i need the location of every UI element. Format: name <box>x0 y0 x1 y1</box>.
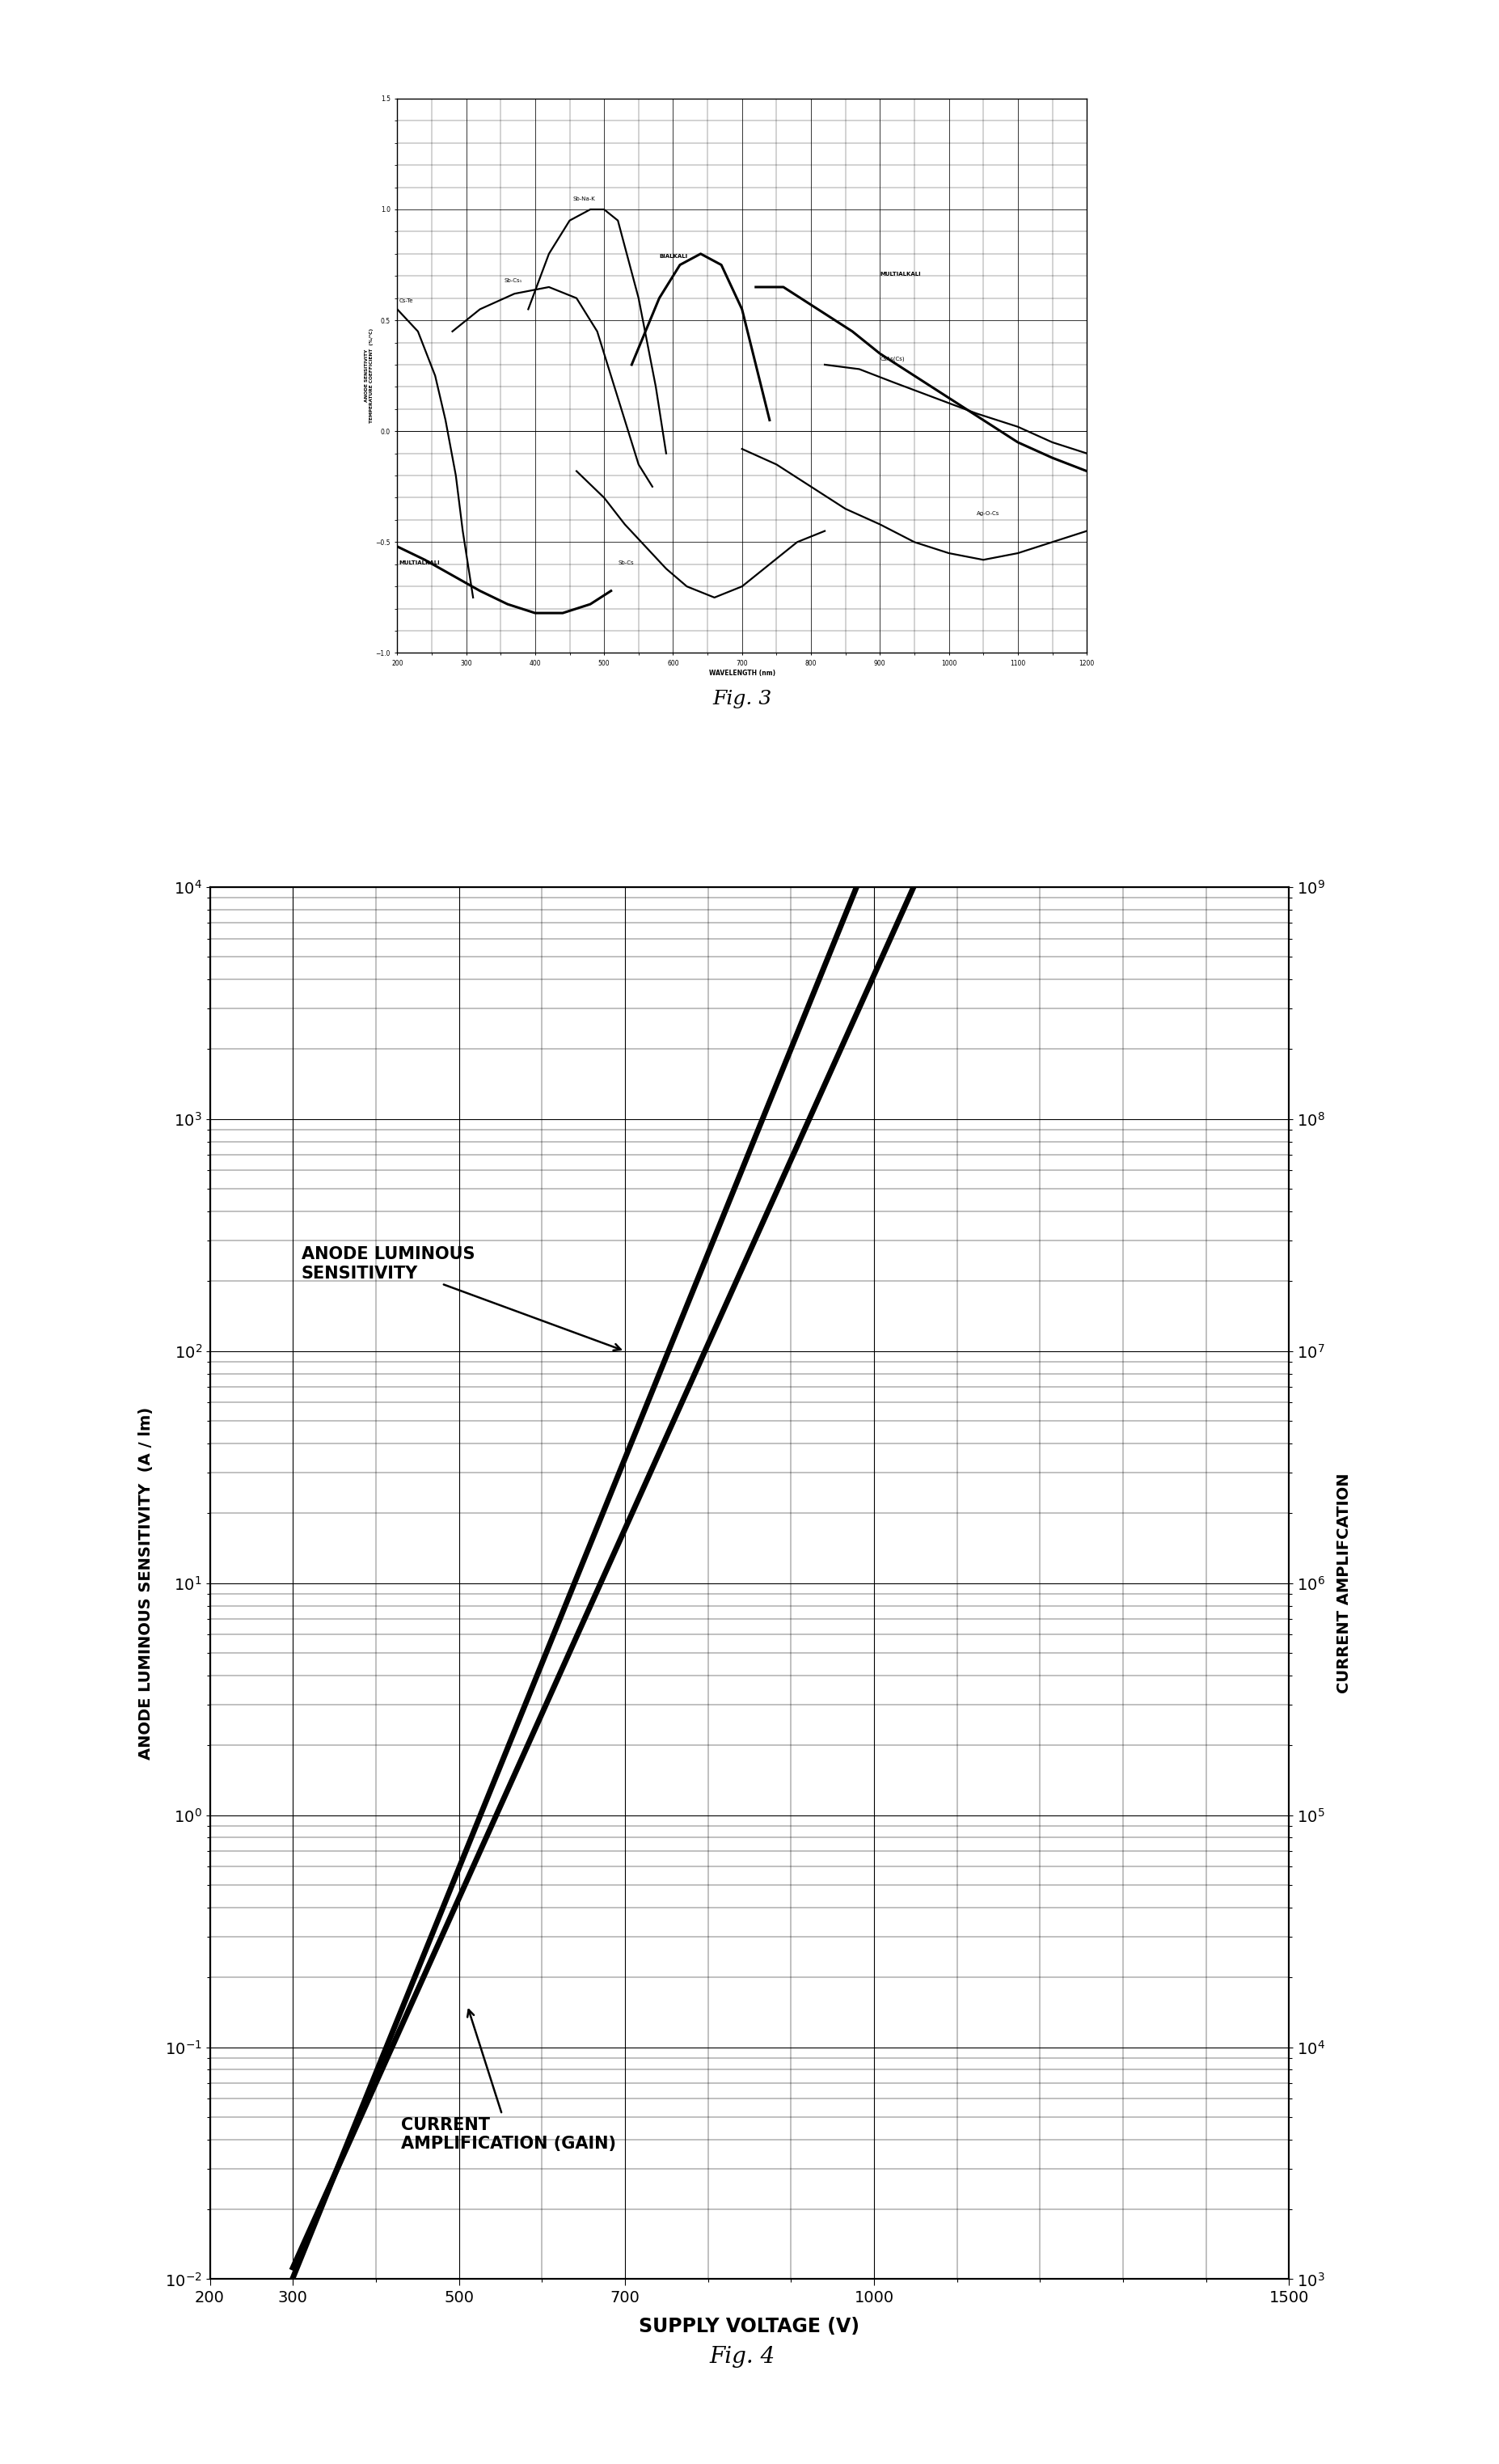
Text: MULTIALKALI: MULTIALKALI <box>399 559 441 564</box>
Text: Fig. 3: Fig. 3 <box>712 690 772 710</box>
Text: BIALKALI: BIALKALI <box>660 254 688 259</box>
Text: Cs-Te: Cs-Te <box>399 298 414 303</box>
Text: CURRENT
AMPLIFICATION (GAIN): CURRENT AMPLIFICATION (GAIN) <box>400 2011 616 2151</box>
Text: ANODE LUMINOUS
SENSITIVITY: ANODE LUMINOUS SENSITIVITY <box>301 1247 621 1350</box>
Y-axis label: ANODE SENSITIVITY
TEMPERATURE COEFFICIENT  (%/°C): ANODE SENSITIVITY TEMPERATURE COEFFICIEN… <box>364 328 373 424</box>
Y-axis label: CURRENT AMPLIFCATION: CURRENT AMPLIFCATION <box>1337 1473 1352 1693</box>
Y-axis label: ANODE LUMINOUS SENSITIVITY  (A / lm): ANODE LUMINOUS SENSITIVITY (A / lm) <box>138 1407 154 1759</box>
X-axis label: WAVELENGTH (nm): WAVELENGTH (nm) <box>709 670 775 678</box>
X-axis label: SUPPLY VOLTAGE (V): SUPPLY VOLTAGE (V) <box>639 2316 860 2336</box>
Text: Sb-Na-K: Sb-Na-K <box>573 197 595 202</box>
Text: CsAs(Cs): CsAs(Cs) <box>880 357 905 362</box>
Text: Sb-Cs: Sb-Cs <box>618 559 634 564</box>
Text: Fig. 4: Fig. 4 <box>709 2346 775 2368</box>
Text: Ag-O-Cs: Ag-O-Cs <box>976 513 1000 517</box>
Text: MULTIALKALI: MULTIALKALI <box>880 271 920 276</box>
Text: Sb-Cs₁: Sb-Cs₁ <box>504 278 522 283</box>
